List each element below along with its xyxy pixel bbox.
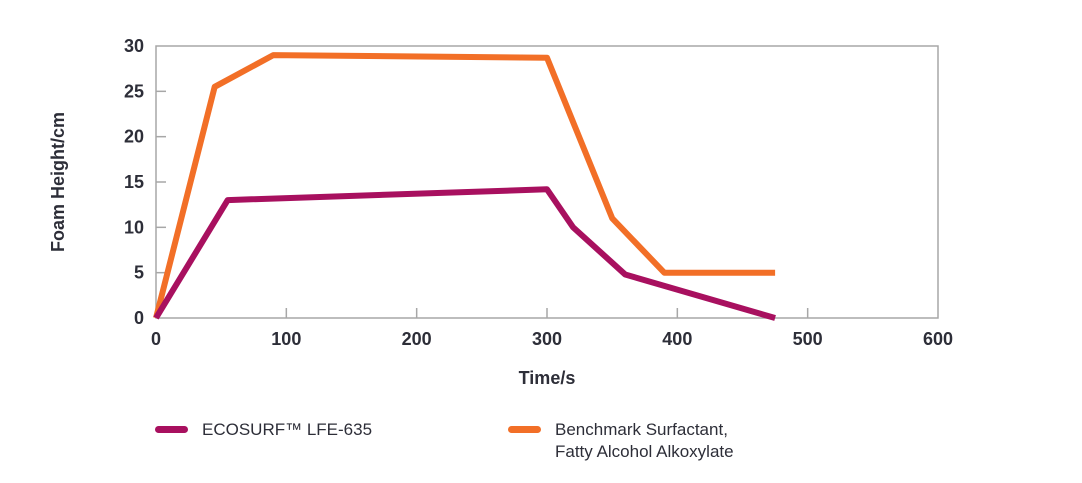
y-tick-label: 0 — [134, 308, 144, 328]
y-tick-label: 15 — [124, 172, 144, 192]
x-tick-label: 500 — [793, 329, 823, 349]
legend-label-ecosurf: ECOSURF™ LFE-635 — [202, 419, 372, 441]
x-tick-label: 600 — [923, 329, 953, 349]
y-tick-label: 10 — [124, 217, 144, 237]
y-tick-label: 25 — [124, 81, 144, 101]
x-tick-label: 300 — [532, 329, 562, 349]
plot-frame — [155, 45, 939, 319]
x-tick-label: 0 — [151, 329, 161, 349]
legend-item-benchmark: Benchmark Surfactant, Fatty Alcohol Alko… — [508, 419, 734, 463]
y-tick-label: 30 — [124, 36, 144, 56]
y-tick-label: 20 — [124, 127, 144, 147]
legend-swatch-ecosurf — [155, 426, 188, 433]
y-tick-label: 5 — [134, 263, 144, 283]
legend-swatch-benchmark — [508, 426, 541, 433]
legend-label-line: Fatty Alcohol Alkoxylate — [555, 442, 734, 461]
x-tick-label: 400 — [662, 329, 692, 349]
x-tick-label: 100 — [271, 329, 301, 349]
y-axis-title: Foam Height/cm — [48, 112, 68, 252]
series-line-benchmark-surfactant — [153, 52, 776, 319]
x-axis-title: Time/s — [519, 368, 576, 388]
legend-label-line: ECOSURF™ LFE-635 — [202, 420, 373, 439]
legend-label-line: Benchmark Surfactant, — [555, 420, 728, 439]
x-tick-label: 200 — [402, 329, 432, 349]
legend-label-benchmark: Benchmark Surfactant, Fatty Alcohol Alko… — [555, 419, 734, 463]
series-line-ecosurf-lfe-635 — [153, 186, 776, 321]
legend-item-ecosurf: ECOSURF™ LFE-635 — [155, 419, 372, 441]
